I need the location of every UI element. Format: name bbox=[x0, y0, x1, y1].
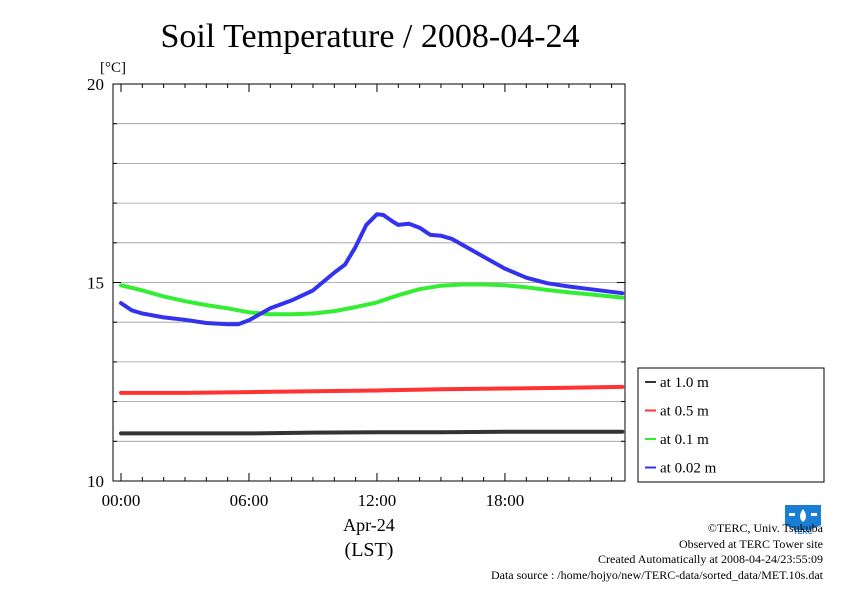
y-tick-label: 10 bbox=[87, 472, 104, 491]
series-line bbox=[119, 212, 625, 327]
x-axis-label: (LST) bbox=[345, 539, 394, 561]
series-line bbox=[119, 429, 625, 436]
x-tick-label: 00:00 bbox=[102, 491, 141, 510]
copyright-line: ©TERC, Univ. Tsukuba bbox=[707, 521, 823, 535]
legend: at 1.0 m at 0.5 m at 0.1 m at 0.02 m bbox=[637, 367, 825, 483]
chart-title: Soil Temperature / 2008-04-24 bbox=[160, 18, 579, 55]
legend-label: at 0.5 m bbox=[660, 404, 709, 420]
series-line bbox=[119, 384, 625, 395]
credits-block: ©TERC, Univ. Tsukuba Observed at TERC To… bbox=[491, 521, 823, 583]
logo-text: TERC bbox=[793, 529, 812, 536]
legend-label: at 0.02 m bbox=[660, 461, 717, 477]
legend-box bbox=[637, 367, 825, 483]
y-axis: 10 15 20 bbox=[87, 75, 625, 491]
x-axis: 00:00 06:00 12:00 18:00 bbox=[102, 84, 613, 510]
created-line: Created Automatically at 2008-04-24/23:5… bbox=[598, 552, 823, 566]
legend-label: at 0.1 m bbox=[660, 432, 709, 448]
y-axis-unit: [°C] bbox=[100, 60, 126, 76]
series-lines bbox=[119, 212, 625, 436]
y-tick-label: 15 bbox=[87, 274, 104, 293]
legend-label: at 1.0 m bbox=[660, 375, 709, 391]
x-tick-label: 12:00 bbox=[358, 491, 397, 510]
data-source-line: Data source : /home/hojyo/new/TERC-data/… bbox=[490, 567, 823, 582]
x-tick-label: 06:00 bbox=[230, 491, 269, 510]
terc-logo-icon: TERC bbox=[783, 503, 823, 537]
x-axis-date-label: Apr-24 bbox=[343, 515, 395, 535]
observation-site-line: Observed at TERC Tower site bbox=[678, 536, 823, 551]
series-line bbox=[119, 282, 625, 317]
x-tick-label: 18:00 bbox=[486, 491, 525, 510]
y-tick-label: 20 bbox=[87, 75, 104, 94]
